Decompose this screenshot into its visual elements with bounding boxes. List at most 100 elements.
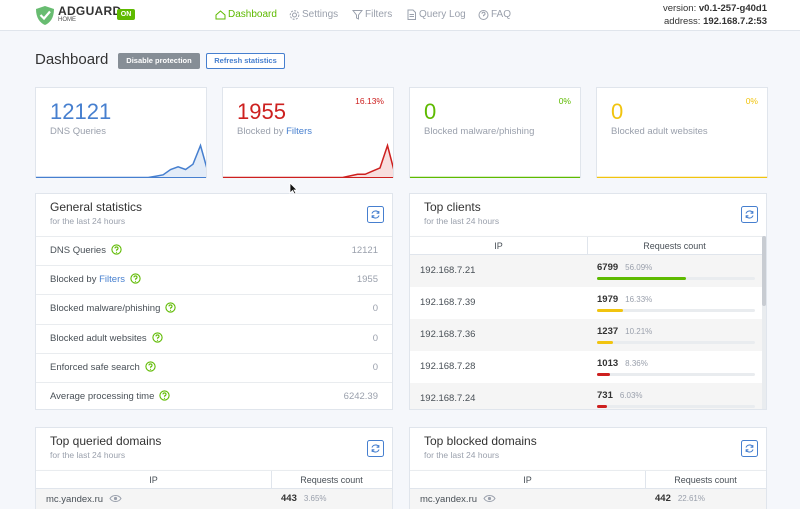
request-count: 1237 (597, 326, 619, 337)
help-icon[interactable] (111, 244, 122, 255)
help-icon[interactable] (165, 302, 177, 314)
stat-value: 0 (424, 99, 437, 124)
request-percent: 56.09% (625, 263, 653, 272)
stat-row-label: Blocked malware/phishing (50, 295, 177, 323)
eye-icon[interactable] (483, 494, 496, 503)
row-count: 6799 56.09% (597, 262, 652, 273)
stat-row-value: 0 (372, 332, 378, 344)
stat-row: Average processing time 6242.39 (36, 382, 392, 411)
refresh-button[interactable] (741, 440, 758, 457)
sparkline (410, 176, 580, 178)
stat-row: Blocked adult websites 0 (36, 323, 392, 353)
row-name-text: 192.168.7.28 (420, 361, 476, 372)
filters-link[interactable]: Filters (99, 274, 125, 286)
refresh-button[interactable] (367, 440, 384, 457)
row-name: 192.168.7.36 (420, 319, 475, 351)
stat-label-text: DNS Queries (50, 126, 106, 137)
nav-link[interactable]: Query Log (419, 9, 466, 20)
refresh-button[interactable] (741, 206, 758, 223)
table-row: 192.168.7.21 6799 56.09% (410, 255, 762, 287)
stat-label-text: Blocked malware/phishing (424, 126, 535, 137)
panel-subtitle: for the last 24 hours (50, 450, 126, 460)
card-bottom-border (223, 177, 393, 178)
request-count: 731 (597, 390, 613, 401)
row-name-text: 192.168.7.21 (420, 265, 476, 276)
panel-title: Top queried domains (50, 434, 162, 448)
row-name: 192.168.7.28 (420, 351, 475, 383)
stat-row-label-text: Average processing time (50, 391, 155, 402)
help-icon[interactable] (159, 390, 171, 401)
stat-row-label-text: Blocked malware/phishing (50, 303, 161, 315)
address-info: address: 192.168.7.2:53 (664, 16, 767, 27)
nav-link[interactable]: FAQ (491, 9, 512, 20)
nav-icon[interactable] (478, 9, 489, 21)
request-count: 1979 (597, 294, 619, 305)
row-count: 1013 8.36% (597, 358, 648, 369)
nav-link[interactable]: Filters (365, 9, 393, 20)
help-icon[interactable] (145, 361, 156, 372)
sparkline-area (36, 145, 206, 178)
stat-card: 0 Blocked malware/phishing 0% (409, 87, 581, 178)
stat-row-value: 12121 (351, 245, 378, 256)
nav-icon[interactable] (215, 9, 226, 21)
nav-icon[interactable] (289, 9, 300, 21)
stat-value: 1955 (237, 99, 286, 124)
refresh-button[interactable] (367, 206, 384, 223)
nav-link[interactable]: Dashboard (228, 9, 277, 20)
table-header: IP Requests count (410, 236, 762, 255)
mouse-cursor (289, 182, 298, 195)
column-divider (645, 471, 646, 489)
panel-title: Top clients (424, 200, 481, 214)
stat-row-label: Blocked by Filters (50, 266, 141, 294)
row-count: 1979 16.33% (597, 294, 652, 305)
request-count: 6799 (597, 262, 619, 273)
stat-label: Blocked by Filters (237, 126, 312, 137)
table-row: mc.yandex.ru 442 22.61% (410, 489, 766, 509)
progress-bar (597, 309, 623, 312)
stat-row-label: Average processing time (50, 383, 171, 411)
stat-label: Blocked malware/phishing (424, 126, 534, 137)
filters-link[interactable]: Filters (286, 126, 312, 137)
sparkline (36, 143, 206, 178)
progress-track (597, 309, 755, 312)
progress-bar (597, 373, 611, 376)
version-info: version: v0.1-257-g40d1 (663, 3, 767, 14)
nav-link[interactable]: Settings (302, 9, 339, 20)
address-value: 192.168.7.2:53 (703, 16, 767, 27)
brand: ADGUARD (58, 4, 122, 18)
card-bottom-border (597, 177, 767, 178)
table-row: mc.yandex.ru 443 3.65% (36, 489, 392, 509)
column-header: Requests count (300, 475, 363, 485)
refresh-statistics-button[interactable]: Refresh statistics (206, 53, 285, 69)
stat-row-value: 6242.39 (343, 391, 378, 402)
progress-track (597, 341, 755, 344)
row-name-text: 192.168.7.39 (420, 297, 476, 308)
card-bottom-border (410, 177, 580, 178)
nav-icon[interactable] (406, 9, 417, 21)
disable-protection-button[interactable]: Disable protection (118, 53, 200, 69)
column-header: Requests count (643, 241, 706, 251)
panel-subtitle: for the last 24 hours (424, 216, 500, 226)
sparkline-line (223, 142, 393, 178)
eye-icon[interactable] (109, 494, 122, 503)
stat-card: 12121 DNS Queries (35, 87, 207, 178)
stat-row: DNS Queries 12121 (36, 236, 392, 265)
column-header: Requests count (674, 475, 737, 485)
table-row: 192.168.7.36 1237 10.21% (410, 319, 762, 351)
help-icon[interactable] (151, 331, 163, 343)
table-header: IP Requests count (36, 470, 392, 489)
column-header: IP (149, 475, 158, 485)
help-icon[interactable] (130, 273, 141, 284)
nav-icon[interactable] (352, 9, 363, 21)
stat-row: Enforced safe search 0 (36, 352, 392, 382)
progress-bar (597, 405, 607, 408)
stat-value: 12121 (50, 99, 112, 124)
stat-label-text: Blocked adult websites (611, 126, 708, 137)
stat-label: Blocked adult websites (611, 126, 708, 137)
stat-label-text: Blocked by (237, 126, 284, 137)
row-name-text: 192.168.7.36 (420, 329, 476, 340)
version-value: v0.1-257-g40d1 (698, 3, 767, 14)
top-bar: ADGUARD HOME ON Dashboard Settings Filters Que… (0, 0, 800, 31)
stat-row-value: 0 (372, 361, 378, 373)
column-divider (587, 237, 588, 255)
